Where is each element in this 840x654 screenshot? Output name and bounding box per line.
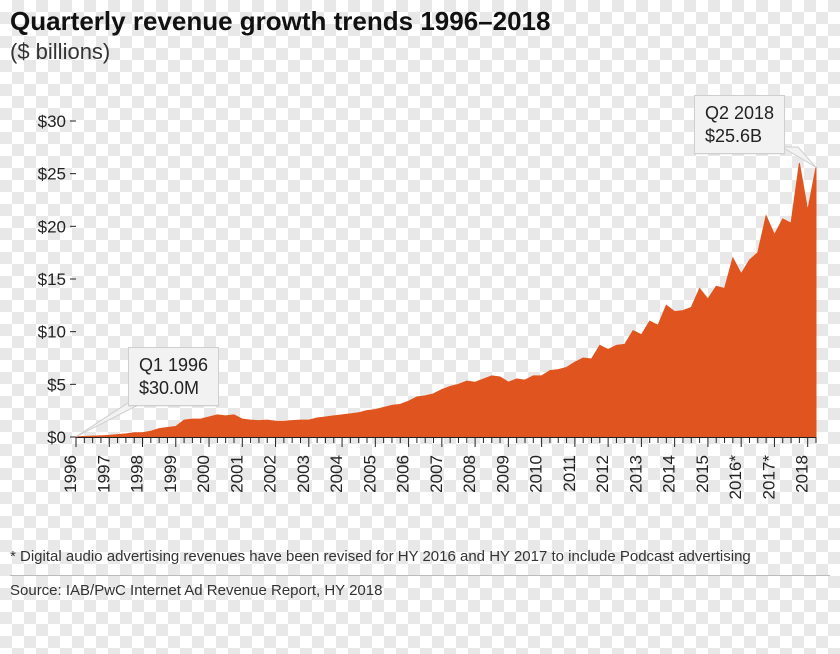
svg-text:2013: 2013 — [626, 455, 645, 493]
svg-text:2015: 2015 — [693, 455, 712, 493]
callout-end-line2: $25.6B — [705, 125, 774, 148]
svg-text:2012: 2012 — [593, 455, 612, 493]
chart-subtitle: ($ billions) — [10, 39, 830, 65]
svg-text:2004: 2004 — [327, 455, 346, 493]
svg-text:2009: 2009 — [493, 455, 512, 493]
svg-text:$10: $10 — [38, 323, 66, 342]
svg-text:2011: 2011 — [560, 455, 579, 492]
svg-text:2002: 2002 — [261, 455, 280, 493]
svg-text:2007: 2007 — [427, 455, 446, 493]
svg-text:2008: 2008 — [460, 455, 479, 493]
callout-start-line1: Q1 1996 — [139, 355, 208, 375]
svg-text:2003: 2003 — [294, 455, 313, 493]
svg-text:$5: $5 — [47, 375, 66, 394]
svg-text:1998: 1998 — [128, 455, 147, 493]
chart-title: Quarterly revenue growth trends 1996–201… — [10, 6, 830, 37]
svg-text:1996: 1996 — [61, 455, 80, 493]
svg-text:2010: 2010 — [527, 455, 546, 493]
svg-text:1999: 1999 — [161, 455, 180, 493]
callout-start-line2: $30.0M — [139, 377, 208, 400]
svg-text:$30: $30 — [38, 112, 66, 131]
svg-text:2016*: 2016* — [726, 455, 745, 500]
svg-text:$25: $25 — [38, 165, 66, 184]
svg-text:2001: 2001 — [227, 455, 246, 493]
svg-text:2014: 2014 — [660, 455, 679, 493]
svg-text:2005: 2005 — [360, 455, 379, 493]
chart-container: Quarterly revenue growth trends 1996–201… — [0, 0, 840, 654]
svg-text:1997: 1997 — [94, 455, 113, 493]
callout-end: Q2 2018 $25.6B — [694, 95, 785, 154]
svg-text:$20: $20 — [38, 217, 66, 236]
svg-text:2018: 2018 — [793, 455, 812, 493]
callout-end-line1: Q2 2018 — [705, 103, 774, 123]
svg-text:2000: 2000 — [194, 455, 213, 493]
chart-footnote: * Digital audio advertising revenues hav… — [10, 547, 830, 576]
chart-source: Source: IAB/PwC Internet Ad Revenue Repo… — [10, 582, 830, 599]
callout-start: Q1 1996 $30.0M — [128, 347, 219, 406]
svg-text:$15: $15 — [38, 270, 66, 289]
svg-text:2006: 2006 — [394, 455, 413, 493]
svg-text:$0: $0 — [47, 428, 66, 447]
chart-area: $0 $5 $10 $15 $20 $25 $30 1996 1997 1998 1999 2000 2… — [10, 71, 830, 541]
svg-text:2017*: 2017* — [759, 455, 778, 500]
